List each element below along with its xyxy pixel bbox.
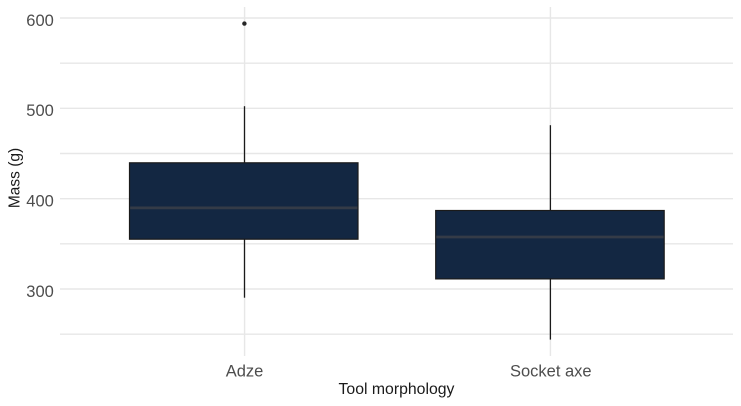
svg-text:Tool morphology: Tool morphology — [339, 381, 455, 398]
svg-text:Mass (g): Mass (g) — [6, 148, 23, 208]
svg-text:600: 600 — [26, 12, 54, 30]
svg-text:Socket axe: Socket axe — [510, 363, 592, 381]
svg-text:300: 300 — [26, 283, 54, 301]
svg-text:500: 500 — [26, 102, 54, 120]
svg-text:Adze: Adze — [226, 363, 264, 381]
svg-text:400: 400 — [26, 193, 54, 211]
